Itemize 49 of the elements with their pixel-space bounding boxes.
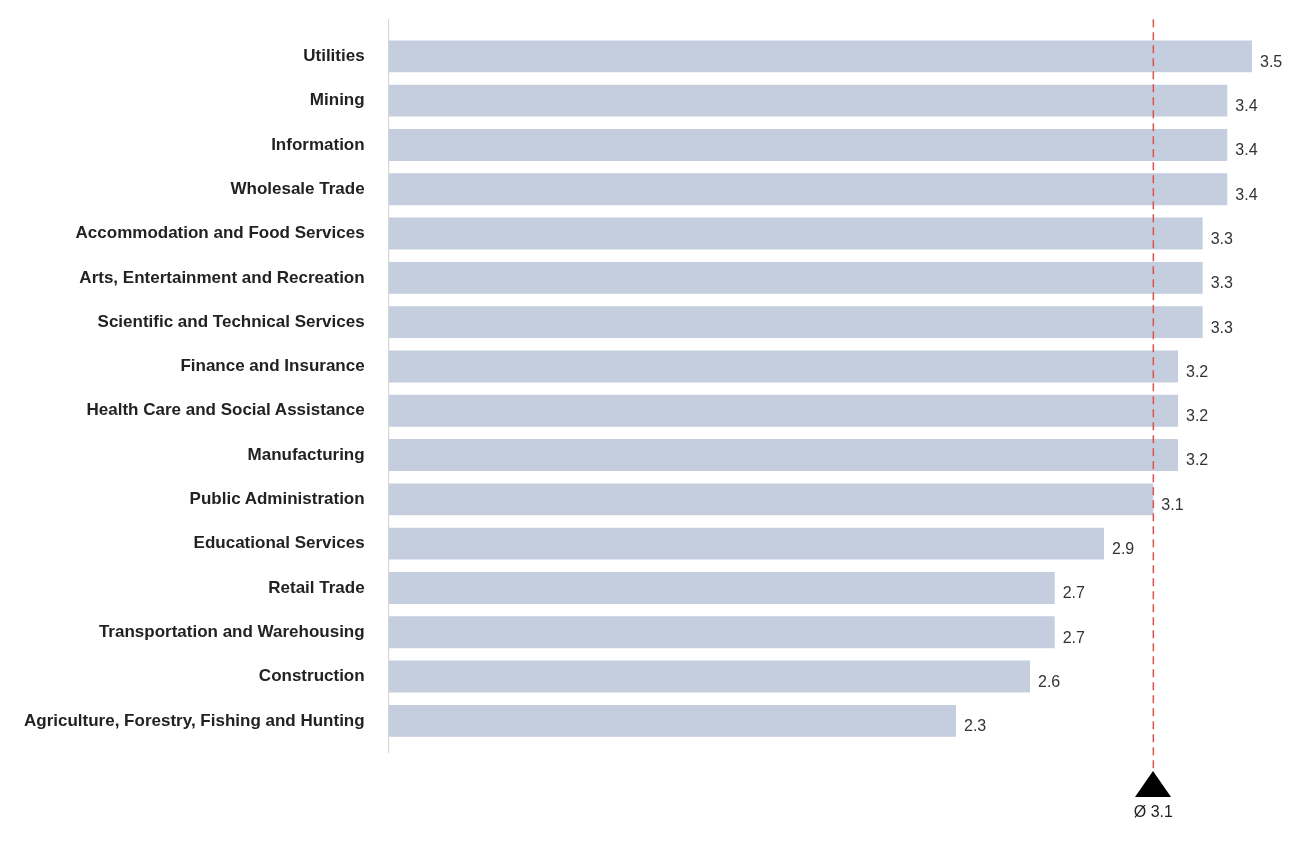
data-label: 3.3: [1210, 229, 1234, 247]
bar: [388, 84, 1228, 117]
bar: [388, 173, 1228, 206]
y-tick-label: Educational Services: [193, 533, 365, 553]
y-tick-label: Public Administration: [189, 489, 365, 509]
bar: [388, 439, 1178, 471]
data-label: 3.3: [1210, 318, 1234, 336]
bar: [388, 40, 1252, 73]
data-label: 3.2: [1186, 407, 1209, 425]
data-label: 3.2: [1186, 362, 1209, 380]
bar: [388, 616, 1055, 649]
y-tick-label: Arts, Entertainment and Recreation: [79, 267, 365, 287]
data-label: 3.4: [1235, 97, 1258, 115]
y-tick-label: Health Care and Social Assistance: [86, 400, 365, 420]
y-tick-label: Finance and Insurance: [180, 356, 365, 376]
data-label: 2.7: [1062, 584, 1085, 602]
ref-line-label: Ø 3.1: [1133, 803, 1173, 821]
bar: [388, 129, 1228, 161]
bar: [388, 527, 1104, 560]
bar: [388, 572, 1055, 604]
y-tick-label: Construction: [258, 666, 365, 686]
y-tick-label: Information: [271, 134, 365, 154]
y-tick-label: Manufacturing: [247, 444, 365, 464]
bar: [388, 217, 1203, 250]
bar: [388, 483, 1154, 516]
y-tick-label: Scientific and Technical Services: [97, 311, 365, 331]
bar: [388, 394, 1178, 427]
bar: [388, 660, 1030, 693]
bar: [388, 704, 956, 737]
y-tick-label: Accommodation and Food Services: [75, 223, 365, 243]
data-label: 3.3: [1210, 274, 1234, 292]
y-tick-label: Transportation and Warehousing: [98, 621, 365, 641]
data-label: 3.4: [1235, 185, 1258, 203]
data-label: 2.9: [1112, 540, 1135, 558]
data-label: 3.5: [1260, 52, 1283, 70]
y-tick-label: Wholesale Trade: [230, 178, 365, 198]
bar: [388, 261, 1203, 294]
y-tick-label: Mining: [309, 90, 365, 110]
y-tick-label: Retail Trade: [268, 577, 365, 597]
data-label: 2.6: [1037, 672, 1061, 690]
data-label: 3.1: [1161, 495, 1184, 513]
bar: [388, 350, 1178, 383]
data-label: 3.4: [1235, 141, 1258, 159]
y-tick-label: Utilities: [303, 46, 365, 66]
data-label: 2.7: [1062, 628, 1085, 646]
y-tick-label: Agriculture, Forestry, Fishing and Hunting: [24, 710, 365, 730]
data-label: 3.2: [1186, 451, 1209, 469]
bar: [388, 306, 1203, 339]
data-label: 2.3: [963, 717, 987, 735]
